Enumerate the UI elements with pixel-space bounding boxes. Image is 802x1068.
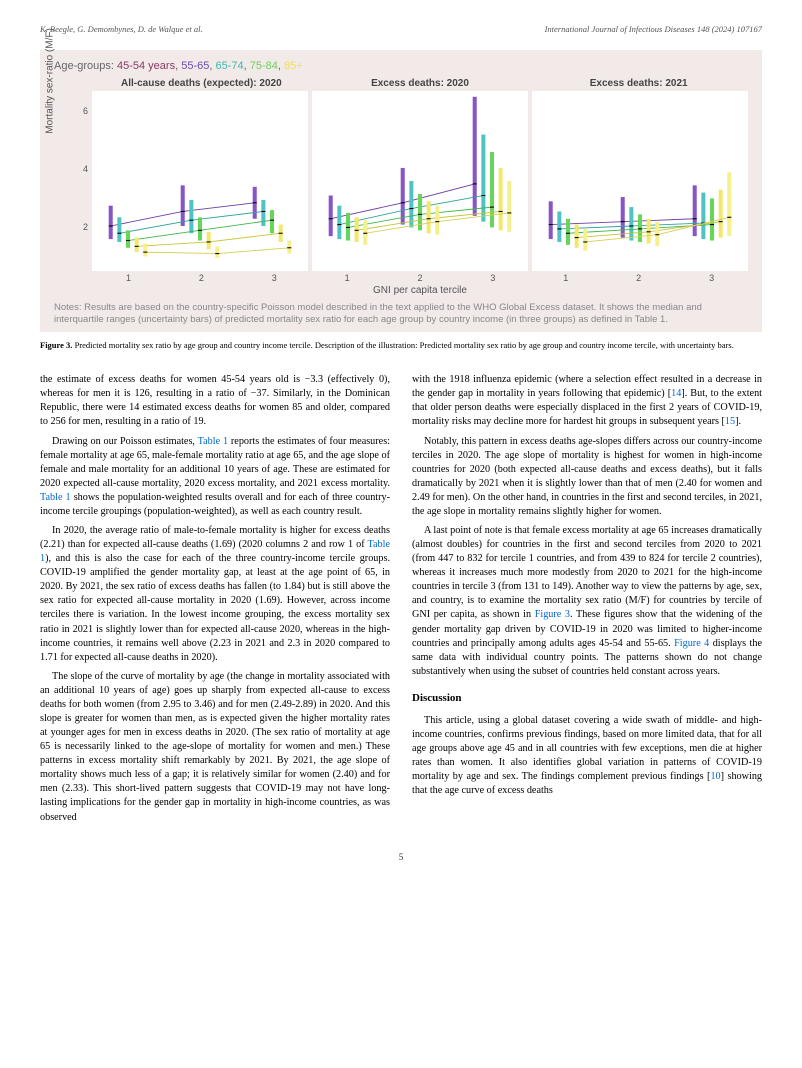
figure-notes: Notes: Results are based on the country-… xyxy=(54,302,748,326)
paragraph: Drawing on our Poisson estimates, Table … xyxy=(40,435,390,519)
figure-container: Age-groups: 45-54 years, 55-65, 65-74, 7… xyxy=(40,50,762,332)
figure-caption-text: Predicted mortality sex ratio by age gro… xyxy=(72,340,733,350)
chart-panels xyxy=(92,91,748,271)
discussion-heading: Discussion xyxy=(412,691,762,706)
legend-item: 45-54 years xyxy=(117,60,175,72)
x-tick: 1 xyxy=(563,273,568,283)
page-header: K. Beegle, G. Demombynes, D. de Walque e… xyxy=(40,24,762,34)
body-text: the estimate of excess deaths for women … xyxy=(40,373,762,829)
panel-title-2: Excess deaths: 2021 xyxy=(529,78,748,89)
legend-item: 55-65 xyxy=(181,60,209,72)
figure-caption-label: Figure 3. xyxy=(40,340,72,350)
x-tick: 3 xyxy=(272,273,277,283)
panel-excess-2020 xyxy=(312,91,528,271)
paragraph: Notably, this pattern in excess deaths a… xyxy=(412,435,762,519)
paragraph: The slope of the curve of mortality by a… xyxy=(40,670,390,825)
x-tick: 3 xyxy=(709,273,714,283)
legend-item: 65-74 xyxy=(215,60,243,72)
right-column: with the 1918 influenza epidemic (where … xyxy=(412,373,762,829)
y-tick: 2 xyxy=(83,222,88,232)
paragraph: A last point of note is that female exce… xyxy=(412,524,762,679)
figure-caption: Figure 3. Predicted mortality sex ratio … xyxy=(40,340,762,351)
left-column: the estimate of excess deaths for women … xyxy=(40,373,390,829)
y-axis: Mortality sex-ratio (M/F) 246 xyxy=(54,91,92,271)
page-number: 5 xyxy=(40,852,762,862)
x-ticks: 1 2 3 xyxy=(311,273,530,283)
header-right: International Journal of Infectious Dise… xyxy=(545,24,762,34)
y-tick: 6 xyxy=(83,106,88,116)
chart-row: Mortality sex-ratio (M/F) 246 xyxy=(54,91,748,271)
panel-title-0: All-cause deaths (expected): 2020 xyxy=(92,78,311,89)
legend-item: 85+ xyxy=(284,60,303,72)
x-tick: 2 xyxy=(418,273,423,283)
paragraph: In 2020, the average ratio of male-to-fe… xyxy=(40,524,390,665)
paragraph: with the 1918 influenza epidemic (where … xyxy=(412,373,762,429)
legend: Age-groups: 45-54 years, 55-65, 65-74, 7… xyxy=(54,60,748,72)
legend-item: 75-84 xyxy=(250,60,278,72)
x-tick: 3 xyxy=(490,273,495,283)
x-axis-label: GNI per capita tercile xyxy=(92,285,748,296)
x-ticks: 1 2 3 xyxy=(529,273,748,283)
y-axis-label: Mortality sex-ratio (M/F) xyxy=(45,28,56,134)
panel-expected-2020 xyxy=(92,91,308,271)
x-ticks: 1 2 3 xyxy=(92,273,311,283)
x-tick: 2 xyxy=(199,273,204,283)
header-left: K. Beegle, G. Demombynes, D. de Walque e… xyxy=(40,24,203,34)
panel-title-1: Excess deaths: 2020 xyxy=(311,78,530,89)
x-tick: 2 xyxy=(636,273,641,283)
y-tick: 4 xyxy=(83,164,88,174)
paragraph: the estimate of excess deaths for women … xyxy=(40,373,390,429)
panel-excess-2021 xyxy=(532,91,748,271)
paragraph: This article, using a global dataset cov… xyxy=(412,714,762,798)
x-tick: 1 xyxy=(126,273,131,283)
panel-titles: All-cause deaths (expected): 2020 Excess… xyxy=(92,78,748,89)
x-axis-ticks: 1 2 3 1 2 3 1 2 3 xyxy=(92,273,748,283)
x-tick: 1 xyxy=(345,273,350,283)
